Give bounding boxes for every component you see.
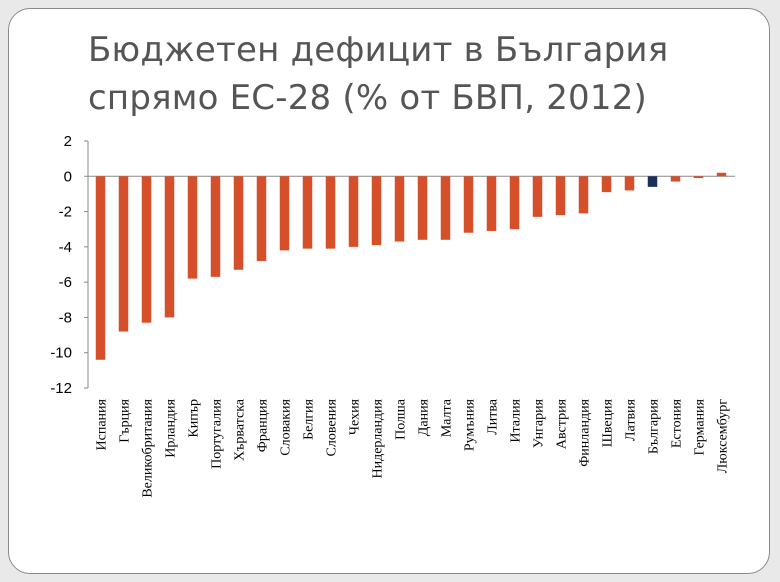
bar [164, 176, 175, 318]
bar [325, 176, 336, 249]
bar [486, 176, 497, 231]
bar [670, 176, 681, 182]
bar [187, 176, 198, 279]
x-category-label: Великобритания [141, 398, 156, 497]
bar [440, 176, 451, 240]
bar [118, 176, 129, 332]
x-category-label: Швеция [601, 398, 616, 447]
bar [555, 176, 566, 216]
x-category-label: Италия [509, 398, 524, 442]
y-tick-label: -6 [59, 274, 72, 291]
x-category-label: Малта [440, 398, 455, 437]
y-tick-label: -8 [59, 309, 72, 326]
x-category-label: Литва [486, 398, 501, 435]
bar [233, 176, 244, 270]
bar [279, 176, 290, 251]
x-category-label: Словакия [279, 398, 294, 455]
x-category-label: Австрия [555, 398, 570, 449]
bar [716, 172, 727, 177]
bar [256, 176, 267, 261]
bar [95, 176, 106, 360]
y-tick-label: -2 [59, 204, 72, 221]
x-category-label: Унгария [532, 398, 547, 448]
x-category-label: Словения [325, 398, 340, 456]
x-category-label: Финландия [578, 398, 593, 466]
x-axis-labels: Испания Гърция Великобритания Ирландия Кипър… [95, 398, 731, 497]
x-category-label: Полша [394, 398, 409, 440]
x-category-label: Люксембург [716, 399, 731, 473]
bar [348, 176, 359, 247]
bar [532, 176, 543, 217]
bar [394, 176, 405, 242]
x-category-label: Испания [95, 398, 110, 450]
x-category-label: Белгия [302, 398, 317, 439]
x-category-label: Хърватска [233, 398, 248, 461]
bar [371, 176, 382, 246]
x-category-label: Румъния [463, 398, 478, 451]
x-category-label: Ирландия [164, 398, 179, 457]
x-category-label: Португалия [210, 398, 225, 468]
y-tick-label: -4 [59, 239, 72, 256]
x-category-label: Гърция [118, 398, 133, 442]
chart-title: Бюджетен дефицит в България спрямо ЕС-28… [88, 30, 669, 118]
bar [463, 176, 474, 233]
bars [95, 172, 727, 360]
y-tick-label: 0 [64, 168, 72, 185]
bar [601, 176, 612, 193]
bar [647, 176, 658, 187]
y-tick-label: -12 [50, 380, 72, 397]
bar [417, 176, 428, 240]
x-category-label: Кипър [187, 399, 202, 438]
y-axis: 2 0 -2 -4 -6 -8 -10 -12 [50, 133, 735, 397]
x-category-label: Латвия [624, 398, 639, 441]
x-category-label: Естония [670, 398, 685, 448]
bar [693, 176, 704, 179]
bar [509, 176, 520, 230]
bar [624, 176, 635, 191]
bar [210, 176, 221, 277]
bar [141, 176, 152, 323]
x-category-label: Дания [417, 398, 432, 436]
bar [578, 176, 589, 214]
bar [302, 176, 313, 249]
x-category-label: Франция [256, 398, 271, 452]
x-category-label: България [647, 398, 662, 454]
x-category-label: Чехия [348, 398, 363, 435]
x-category-label: Нидерландия [371, 398, 386, 478]
y-tick-label: 2 [64, 133, 72, 150]
slide-frame [8, 8, 770, 574]
y-tick-label: -10 [50, 345, 72, 362]
x-category-label: Германия [693, 398, 708, 455]
